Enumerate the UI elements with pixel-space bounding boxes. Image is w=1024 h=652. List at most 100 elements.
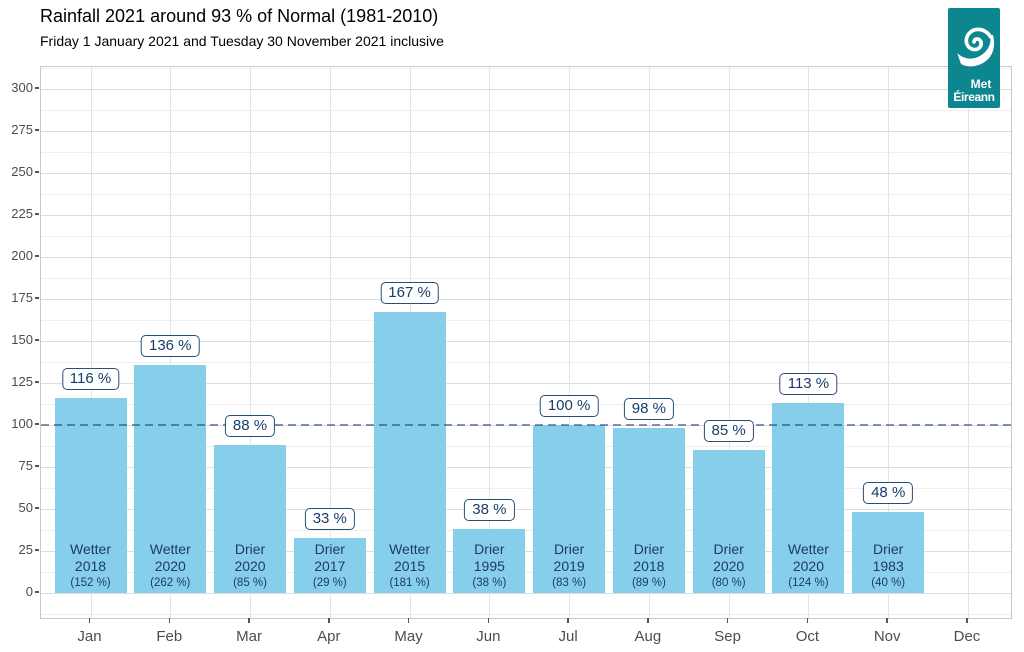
bar-annotation-line: (80 %) xyxy=(711,576,746,589)
bar-annotation-line: Drier xyxy=(553,541,585,557)
y-tick-mark xyxy=(34,339,39,341)
bar-sep: Drier 2020 (80 %) xyxy=(692,450,765,593)
x-tick-mark xyxy=(88,618,91,623)
bar-annotation: Drier 1983 (40 %) xyxy=(848,541,928,590)
bar-annotation-line: Drier xyxy=(314,540,345,557)
x-tick-mark xyxy=(966,618,968,623)
bar-annotation-line: 2020 xyxy=(154,557,186,574)
bar-value-label: 98 % xyxy=(623,398,674,421)
x-tick-label-apr: Apr xyxy=(317,628,341,645)
y-tick-mark xyxy=(34,255,39,257)
y-tick-mark xyxy=(34,297,39,299)
bar-mar: Drier 2020 (85 %) xyxy=(214,445,287,593)
grid-month-line xyxy=(967,67,969,618)
grid-major-line xyxy=(41,341,1011,342)
grid-minor-line xyxy=(41,572,1011,573)
bar-annotation: Wetter 2018 (152 %) xyxy=(51,541,131,590)
bar-annotation: Drier 2017 (29 %) xyxy=(290,541,370,590)
grid-major-line xyxy=(41,509,1011,510)
bar-annotation-line: (29 %) xyxy=(312,576,347,589)
bar-annotation-line: Drier xyxy=(474,540,505,557)
storm-spiral-icon xyxy=(957,27,995,67)
grid-month-line xyxy=(90,67,92,618)
y-tick-mark xyxy=(34,507,39,509)
bar-annotation-line: Wetter xyxy=(787,540,829,557)
y-tick-label: 175 xyxy=(11,290,33,305)
bar-annotation-line: 2020 xyxy=(713,557,745,574)
y-tick-mark xyxy=(34,381,39,383)
grid-minor-line xyxy=(41,194,1011,195)
y-tick-mark xyxy=(34,591,39,593)
x-tick-label-oct: Oct xyxy=(795,628,820,645)
bar-annotation-line: Wetter xyxy=(389,540,431,557)
plot-panel: Wetter 2018 (152 %) Wetter 2020 (262 %) Drier 2… xyxy=(40,66,1012,619)
x-tick-mark xyxy=(886,618,888,623)
x-tick-mark xyxy=(248,618,250,623)
bar-annotation: Drier 2020 (85 %) xyxy=(210,541,290,590)
bar-annotation-line: (181 %) xyxy=(389,576,430,589)
grid-month-line xyxy=(648,67,650,618)
bar-annotation-line: (152 %) xyxy=(70,576,111,589)
grid-month-line xyxy=(728,67,730,618)
bar-value-label: 48 % xyxy=(863,482,914,505)
grid-month-line xyxy=(888,67,890,618)
y-tick-label: 100 xyxy=(11,416,33,431)
y-tick-mark xyxy=(34,549,39,551)
bar-aug: Drier 2018 (89 %) xyxy=(612,428,685,593)
grid-minor-line xyxy=(41,68,1011,69)
bar-annotation-line: 1995 xyxy=(473,557,505,574)
bar-annotation-line: 1983 xyxy=(872,557,904,574)
bar-annotation-line: (38 %) xyxy=(472,576,507,589)
bar-annotation: Drier 1995 (38 %) xyxy=(449,541,529,590)
x-tick-label-jul: Jul xyxy=(558,628,578,645)
y-tick-label: 75 xyxy=(18,458,33,473)
x-tick-mark xyxy=(567,618,569,623)
bar-feb: Wetter 2020 (262 %) xyxy=(134,364,207,593)
grid-month-line xyxy=(329,67,331,618)
bar-jun: Drier 1995 (38 %) xyxy=(453,529,526,593)
x-tick-label-nov: Nov xyxy=(873,628,901,645)
y-tick-label: 25 xyxy=(18,542,33,557)
grid-major-line xyxy=(41,551,1011,552)
bar-annotation-line: Drier xyxy=(234,540,266,557)
bar-value-label: 136 % xyxy=(140,334,200,357)
bar-annotation-line: 2018 xyxy=(633,557,665,574)
bar-value-label: 100 % xyxy=(539,395,599,417)
bar-value-label: 85 % xyxy=(703,420,754,443)
bar-nov: Drier 1983 (40 %) xyxy=(852,512,925,593)
x-tick-mark xyxy=(328,618,330,623)
bar-annotation-line: (85 %) xyxy=(233,576,267,589)
bar-annotation-line: Wetter xyxy=(70,540,111,557)
x-tick-mark xyxy=(168,618,171,623)
grid-minor-line xyxy=(41,152,1011,153)
bar-value-label: 167 % xyxy=(380,282,439,305)
normal-100-reference-line xyxy=(41,424,1011,426)
x-tick-label-mar: Mar xyxy=(236,628,262,645)
logo-line-eireann: Éireann xyxy=(953,90,995,104)
grid-minor-line xyxy=(41,404,1011,405)
grid-minor-line xyxy=(41,236,1011,237)
x-tick-label-jan: Jan xyxy=(77,628,102,645)
bar-annotation: Wetter 2020 (262 %) xyxy=(130,541,210,590)
met-eireann-logo: Met Éireann xyxy=(948,8,1000,108)
bar-oct: Wetter 2020 (124 %) xyxy=(772,403,845,593)
y-tick-label: 50 xyxy=(18,500,33,515)
bar-annotation-line: 2020 xyxy=(792,557,824,574)
bar-annotation: Wetter 2015 (181 %) xyxy=(370,541,450,590)
grid-major-line xyxy=(41,215,1011,216)
grid-minor-line xyxy=(41,488,1011,489)
y-tick-mark xyxy=(34,171,39,173)
y-tick-label: 275 xyxy=(11,122,33,137)
y-tick-mark xyxy=(34,129,39,131)
x-tick-mark xyxy=(726,618,729,623)
x-tick-label-sep: Sep xyxy=(714,628,741,645)
bar-annotation-line: (124 %) xyxy=(788,576,829,589)
y-tick-label: 125 xyxy=(11,374,33,389)
y-tick-label: 250 xyxy=(11,164,33,179)
grid-minor-line xyxy=(41,446,1011,447)
x-tick-mark xyxy=(647,618,649,623)
bar-annotation-line: (262 %) xyxy=(150,576,191,589)
x-tick-label-aug: Aug xyxy=(634,628,662,645)
grid-major-line xyxy=(41,383,1011,384)
